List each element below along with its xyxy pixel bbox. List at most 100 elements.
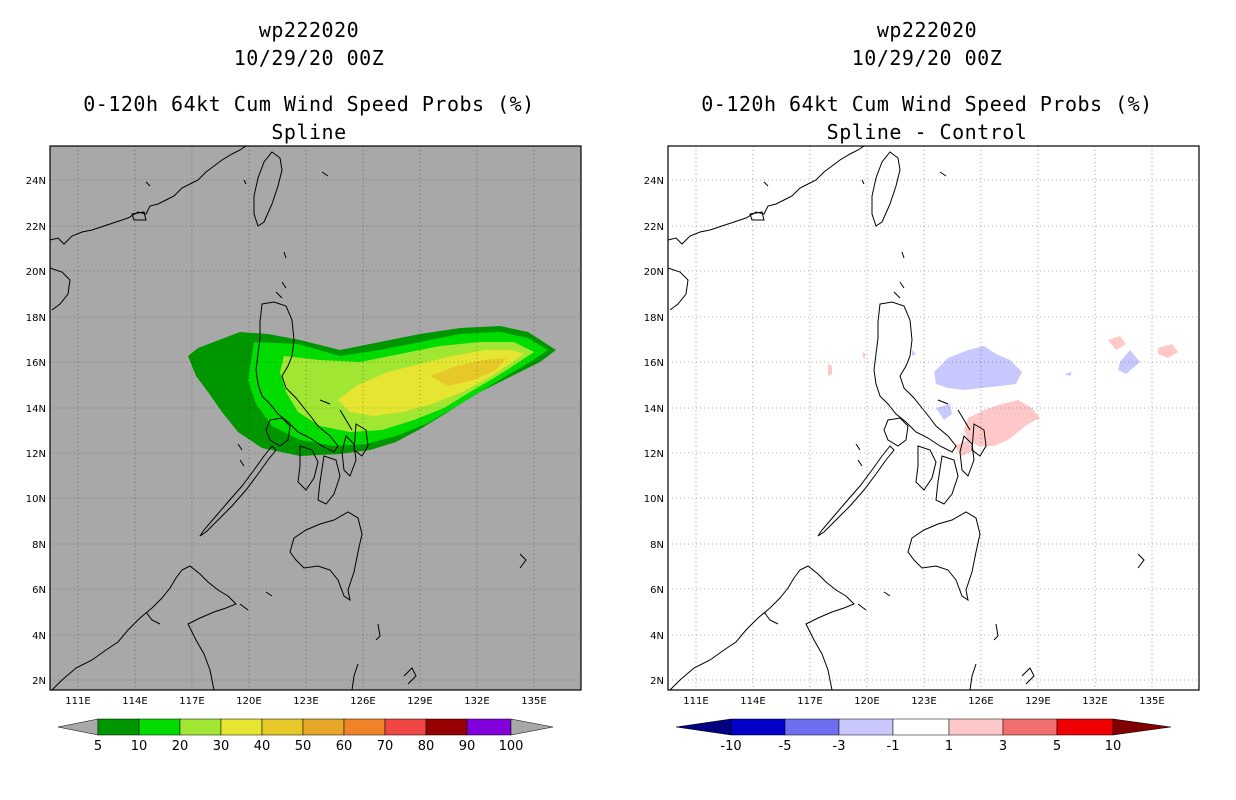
- lat-label: 12N: [644, 449, 664, 460]
- lon-label: 123E: [293, 696, 318, 707]
- colorbar-swatch: [302, 718, 345, 736]
- lat-label: 2N: [650, 676, 664, 687]
- colorbar-label: 20: [172, 739, 189, 754]
- colorbar-label: 70: [377, 739, 394, 754]
- diff-negative-area: [912, 350, 916, 356]
- lat-label: 10N: [644, 494, 664, 505]
- lat-label: 14N: [26, 404, 46, 415]
- diff-positive-area: [964, 400, 1040, 446]
- lat-label: 14N: [644, 404, 664, 415]
- colorbar-swatch: [384, 718, 427, 736]
- diff-positive-area: [1108, 336, 1126, 350]
- lat-label: 16N: [26, 358, 46, 369]
- colorbar-label: -1: [887, 739, 900, 754]
- grid-lines: [50, 146, 581, 690]
- lat-label: 22N: [644, 222, 664, 233]
- map-background: [668, 146, 1199, 690]
- lat-label: 2N: [32, 676, 46, 687]
- colorbar-swatch: [1056, 718, 1114, 736]
- lon-label: 114E: [122, 696, 147, 707]
- map-frame: [667, 145, 1200, 691]
- lon-axis: 111E 114E 117E 120E 123E 126E 129E 132E …: [683, 696, 1164, 707]
- colorbar-label: 80: [418, 739, 435, 754]
- grid-lines: [668, 146, 1199, 690]
- lat-label: 24N: [644, 176, 664, 187]
- method-title: Spline: [271, 120, 347, 144]
- colorbar-end-high: [1112, 718, 1172, 736]
- colorbar-swatch: [784, 718, 840, 736]
- lat-label: 24N: [26, 176, 46, 187]
- lat-axis: 24N 22N 20N 18N 16N 14N 12N 10N 8N 6N 4N…: [644, 176, 664, 687]
- colorbar-swatch: [892, 718, 950, 736]
- lat-label: 16N: [644, 358, 664, 369]
- lon-label: 111E: [65, 696, 90, 707]
- lon-label: 132E: [1082, 696, 1107, 707]
- colorbar-label: 1: [945, 739, 953, 754]
- lat-label: 18N: [644, 313, 664, 324]
- colorbar-label: 10: [1105, 739, 1122, 754]
- product-title: 0-120h 64kt Cum Wind Speed Probs (%): [701, 92, 1153, 116]
- colorbar-label: -10: [720, 739, 741, 754]
- colorbar-swatch: [948, 718, 1004, 736]
- left-map-svg: 24N 22N 20N 18N 16N 14N 12N 10N 8N 6N 4N…: [26, 145, 582, 754]
- lon-label: 129E: [407, 696, 432, 707]
- diff-negative-area: [1064, 372, 1072, 376]
- colorbar-label: -3: [833, 739, 846, 754]
- colorbar-label: 3: [999, 739, 1007, 754]
- colorbar-swatch: [425, 718, 468, 736]
- colorbar-label: 5: [1053, 739, 1061, 754]
- prob-40-50-area: [430, 358, 506, 386]
- colorbar-label: 60: [336, 739, 353, 754]
- lon-label: 117E: [797, 696, 822, 707]
- right-colorbar: -10 -5 -3 -1 1 3 5 10: [675, 718, 1172, 754]
- colorbar-swatch: [838, 718, 894, 736]
- right-map-svg: 24N 22N 20N 18N 16N 14N 12N 10N 8N 6N 4N…: [644, 145, 1200, 754]
- product-title: 0-120h 64kt Cum Wind Speed Probs (%): [83, 92, 535, 116]
- colorbar-label: 30: [213, 739, 230, 754]
- lon-label: 135E: [521, 696, 546, 707]
- colorbar-swatch: [138, 718, 181, 736]
- colorbar-label: 90: [459, 739, 476, 754]
- right-map-panel: wp222020 10/29/20 00Z 0-120h 64kt Cum Wi…: [618, 0, 1236, 800]
- colorbar-swatch: [97, 718, 140, 736]
- lon-label: 135E: [1139, 696, 1164, 707]
- lat-label: 18N: [26, 313, 46, 324]
- colorbar-label: 10: [131, 739, 148, 754]
- colorbar-label: 50: [295, 739, 312, 754]
- diff-negative-area: [934, 346, 1022, 390]
- colorbar-end-high: [510, 718, 554, 736]
- lat-label: 6N: [32, 585, 46, 596]
- lon-label: 111E: [683, 696, 708, 707]
- diff-positive-area: [862, 352, 866, 360]
- colorbar-label: -5: [779, 739, 792, 754]
- method-title: Spline - Control: [826, 120, 1028, 144]
- lat-label: 22N: [26, 222, 46, 233]
- datetime-title: 10/29/20 00Z: [851, 46, 1003, 70]
- lon-label: 123E: [911, 696, 936, 707]
- lat-label: 4N: [650, 631, 664, 642]
- left-colorbar: 5 10 20 30 40 50 60 70 80 90 100: [57, 718, 554, 754]
- colorbar-swatch: [220, 718, 263, 736]
- lat-label: 6N: [650, 585, 664, 596]
- colorbar-swatch: [179, 718, 222, 736]
- storm-id-title: wp222020: [876, 18, 978, 42]
- colorbar-label: 40: [254, 739, 271, 754]
- lat-label: 20N: [26, 267, 46, 278]
- lon-label: 117E: [179, 696, 204, 707]
- lon-label: 126E: [350, 696, 375, 707]
- colorbar-label: 5: [94, 739, 102, 754]
- lat-label: 4N: [32, 631, 46, 642]
- left-map-panel: wp222020 10/29/20 00Z 0-120h 64kt Cum Wi…: [26, 18, 582, 754]
- lon-axis: 111E 114E 117E 120E 123E 126E 129E 132E …: [65, 696, 546, 707]
- lon-label: 120E: [854, 696, 879, 707]
- lon-label: 114E: [740, 696, 765, 707]
- map-frame: [49, 145, 582, 691]
- colorbar-end-low: [675, 718, 732, 736]
- lon-label: 120E: [236, 696, 261, 707]
- lat-label: 8N: [32, 540, 46, 551]
- colorbar-swatch: [261, 718, 304, 736]
- datetime-title: 10/29/20 00Z: [233, 46, 385, 70]
- storm-id-title: wp222020: [258, 18, 360, 42]
- colorbar-label: 100: [499, 739, 524, 754]
- diff-positive-area: [954, 440, 974, 456]
